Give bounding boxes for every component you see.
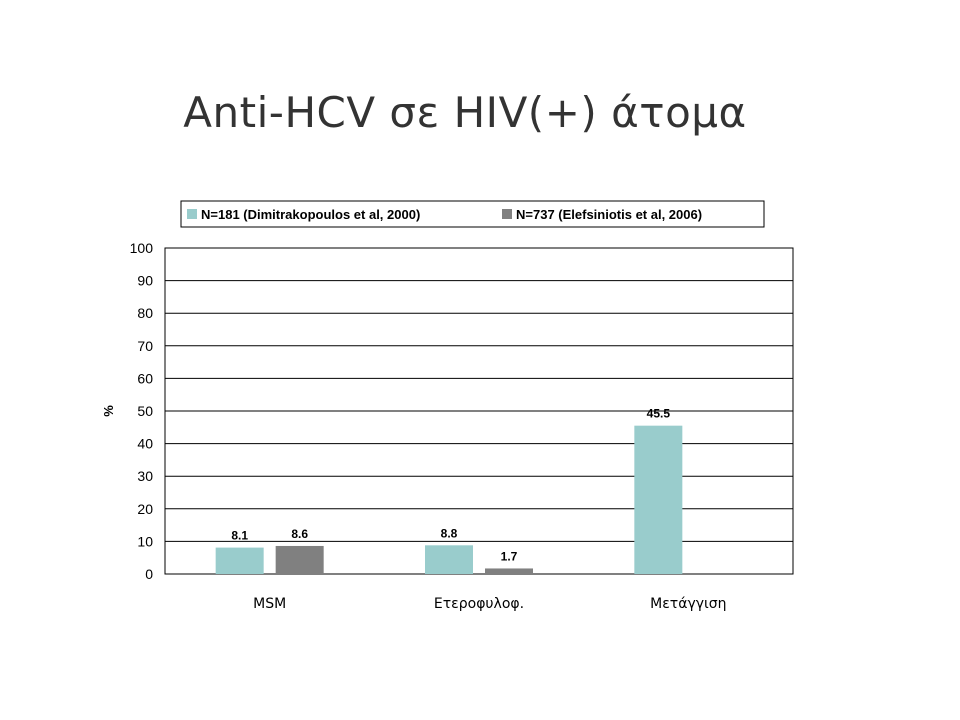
legend-swatch-2 bbox=[502, 209, 512, 219]
bar-2-1 bbox=[275, 545, 324, 574]
data-label: 8.6 bbox=[291, 527, 308, 541]
chart-data-labels: 8.1 8.6 8.8 1.7 45.5 bbox=[231, 407, 670, 564]
bar-1-2 bbox=[425, 545, 473, 574]
plot-frame bbox=[164, 247, 794, 575]
legend-label-1: N=181 (Dimitrakopoulos et al, 2000) bbox=[201, 207, 420, 222]
y-tick-label: 0 bbox=[145, 566, 153, 582]
x-axis: MSM Ετεροφυλοφ. Μετάγγιση bbox=[253, 596, 726, 612]
x-category-label: Μετάγγιση bbox=[650, 596, 726, 612]
slide-title: Anti-HCV σε HIV(+) άτομα bbox=[183, 88, 747, 137]
data-label: 8.1 bbox=[231, 529, 248, 543]
y-tick-label: 40 bbox=[137, 436, 153, 452]
y-tick-label: 50 bbox=[137, 403, 153, 419]
y-axis-title: % bbox=[101, 405, 116, 417]
y-tick-label: 20 bbox=[137, 501, 153, 517]
y-tick-label: 30 bbox=[137, 468, 153, 484]
y-axis: 0 10 20 30 40 50 60 70 80 90 100% bbox=[101, 240, 153, 582]
data-label: 45.5 bbox=[647, 407, 671, 421]
y-tick-label: 100 bbox=[130, 240, 154, 256]
bar-1-3 bbox=[634, 425, 683, 574]
bar-2-2 bbox=[485, 568, 533, 574]
y-tick-label: 60 bbox=[137, 370, 153, 386]
x-category-label: Ετεροφυλοφ. bbox=[434, 596, 524, 612]
chart-bars bbox=[215, 425, 683, 574]
bar-1-1 bbox=[215, 547, 264, 574]
x-category-label: MSM bbox=[253, 596, 286, 612]
data-label: 1.7 bbox=[501, 549, 518, 563]
chart-gridlines bbox=[164, 247, 794, 575]
chart-legend: N=181 (Dimitrakopoulos et al, 2000) N=737… bbox=[180, 200, 765, 228]
y-tick-label: 80 bbox=[137, 305, 153, 321]
legend-label-2: N=737 (Elefsiniotis et al, 2006) bbox=[516, 207, 702, 222]
y-tick-label: 10 bbox=[137, 533, 153, 549]
y-tick-label: 70 bbox=[137, 338, 153, 354]
legend-box bbox=[180, 200, 765, 228]
data-label: 8.8 bbox=[441, 526, 458, 540]
legend-swatch-1 bbox=[187, 209, 197, 219]
y-tick-label: 90 bbox=[137, 273, 153, 289]
